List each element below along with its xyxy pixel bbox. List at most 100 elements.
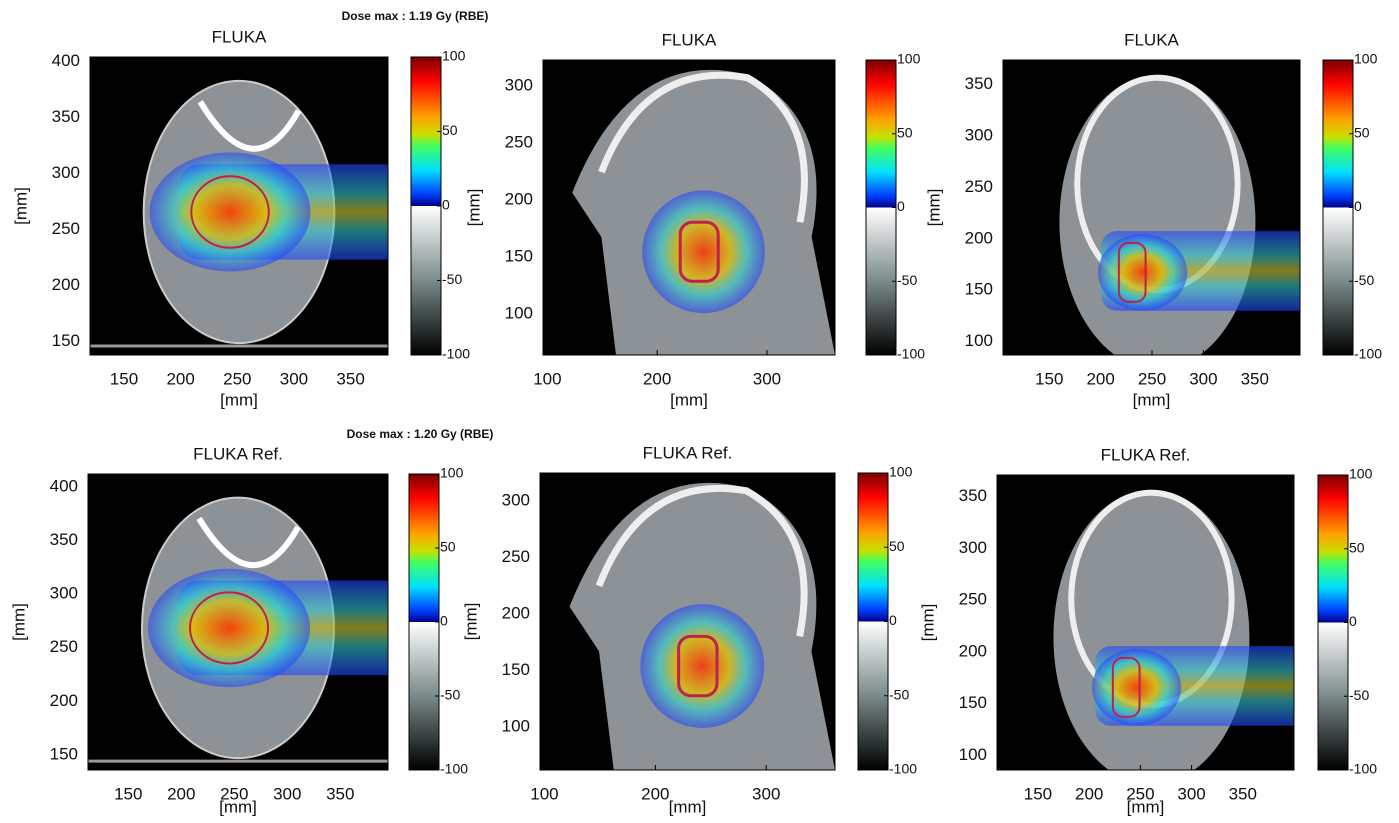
- colorbar-tick-label: -100: [897, 346, 925, 362]
- x-tick-label: 150: [1035, 369, 1063, 388]
- y-axis-label: [mm]: [9, 603, 28, 641]
- x-tick-label: 250: [1138, 369, 1166, 388]
- x-axis-label: [mm]: [669, 797, 707, 816]
- colorbar-tick-label: 50: [442, 122, 458, 138]
- x-axis-label: [mm]: [1127, 797, 1165, 816]
- title: FLUKA: [212, 27, 267, 46]
- ct-image: [543, 60, 835, 355]
- y-tick-label: 300: [50, 584, 78, 603]
- y-axis-label: [mm]: [918, 604, 937, 642]
- y-tick-label: 100: [505, 303, 533, 322]
- y-tick-label: 100: [502, 717, 530, 736]
- colorbar: [411, 57, 441, 355]
- colorbar-tick-label: -50: [889, 686, 909, 702]
- dose: [640, 604, 764, 728]
- y-tick-label: 250: [959, 590, 987, 609]
- x-tick-label: 200: [641, 784, 669, 803]
- y-tick-label: 250: [502, 547, 530, 566]
- x-tick-label: 150: [1024, 784, 1052, 803]
- y-tick-label: 350: [52, 107, 80, 126]
- y-tick-label: 150: [52, 331, 80, 350]
- colorbar-tick-label: 100: [440, 465, 464, 481]
- colorbar-tick-label: 100: [1349, 466, 1373, 482]
- colorbar-tick-label: -50: [897, 272, 917, 288]
- y-tick-label: 300: [502, 491, 530, 510]
- x-tick-label: 200: [1075, 784, 1103, 803]
- colorbar-tick-label: 50: [897, 124, 913, 140]
- y-tick-label: 350: [50, 530, 78, 549]
- x-tick-label: 350: [1229, 784, 1257, 803]
- x-tick-label: 100: [533, 369, 561, 388]
- x-tick-label: 150: [110, 369, 138, 388]
- colorbar-tick-label: -50: [1354, 272, 1374, 288]
- colorbar-tick-label: 50: [440, 539, 456, 555]
- x-tick-label: 200: [1086, 369, 1114, 388]
- y-tick-label: 200: [965, 228, 993, 247]
- colorbar: [409, 474, 439, 770]
- y-tick-label: 300: [959, 538, 987, 557]
- y-tick-label: 350: [959, 486, 987, 505]
- colorbar-tick-label: 50: [1349, 539, 1365, 555]
- colorbar-tick-label: 0: [1349, 613, 1357, 629]
- y-axis-label: [mm]: [464, 189, 483, 227]
- colorbar-tick-label: 0: [889, 612, 897, 628]
- colorbar-tick-label: -100: [442, 346, 470, 362]
- y-tick-label: 100: [959, 745, 987, 764]
- y-tick-label: 200: [52, 275, 80, 294]
- ct-image: [540, 473, 835, 770]
- y-tick-label: 250: [50, 637, 78, 656]
- y-tick-label: 150: [505, 247, 533, 266]
- colorbar-tick-label: 0: [1354, 198, 1362, 214]
- dose: [148, 569, 310, 687]
- ct-image: [997, 475, 1309, 785]
- dose: [150, 152, 311, 271]
- y-tick-label: 250: [965, 177, 993, 196]
- y-tick-label: 250: [505, 133, 533, 152]
- x-tick-label: 200: [167, 784, 195, 803]
- title: FLUKA: [662, 30, 717, 49]
- ct-image: [90, 57, 403, 355]
- y-tick-label: 200: [505, 190, 533, 209]
- title: FLUKA Ref.: [1101, 445, 1191, 464]
- colorbar-tick-label: 0: [897, 198, 905, 214]
- x-tick-label: 300: [280, 369, 308, 388]
- colorbar-tick-label: 50: [889, 538, 905, 554]
- x-axis-label: [mm]: [1133, 390, 1171, 409]
- colorbar-tick-label: 100: [1354, 51, 1378, 67]
- colorbar-tick-label: -50: [442, 271, 462, 287]
- colorbar-tick-label: 100: [442, 48, 466, 64]
- title: FLUKA Ref.: [193, 444, 283, 463]
- y-tick-label: 400: [50, 476, 78, 495]
- x-tick-label: 350: [1241, 369, 1269, 388]
- y-axis-label: [mm]: [461, 603, 480, 641]
- x-tick-label: 300: [753, 369, 781, 388]
- colorbar: [1323, 60, 1353, 355]
- x-axis-label: [mm]: [219, 797, 257, 816]
- y-tick-label: 300: [52, 163, 80, 182]
- x-tick-label: 300: [752, 784, 780, 803]
- x-axis-label: [mm]: [670, 390, 708, 409]
- y-tick-label: 250: [52, 219, 80, 238]
- head: [1059, 75, 1255, 370]
- x-tick-label: 150: [114, 784, 142, 803]
- colorbar-tick-label: -100: [889, 761, 917, 777]
- colorbar-tick-label: -100: [1354, 346, 1382, 362]
- dose: [642, 190, 765, 313]
- head: [1053, 490, 1249, 785]
- y-tick-label: 150: [965, 280, 993, 299]
- colorbar-tick-label: -100: [440, 761, 468, 777]
- y-tick-label: 150: [502, 660, 530, 679]
- colorbar-tick-label: 50: [1354, 124, 1370, 140]
- colorbar-tick-label: 100: [889, 464, 913, 480]
- dose-annotation: Dose max : 1.19 Gy (RBE): [342, 9, 489, 23]
- y-tick-label: 150: [959, 693, 987, 712]
- x-tick-label: 300: [273, 784, 301, 803]
- y-axis-label: [mm]: [924, 189, 943, 227]
- x-tick-label: 300: [1177, 784, 1205, 803]
- y-tick-label: 200: [959, 641, 987, 660]
- x-tick-label: 300: [1189, 369, 1217, 388]
- y-tick-label: 400: [52, 51, 80, 70]
- y-tick-label: 200: [502, 604, 530, 623]
- y-tick-label: 350: [965, 74, 993, 93]
- colorbar: [866, 60, 896, 355]
